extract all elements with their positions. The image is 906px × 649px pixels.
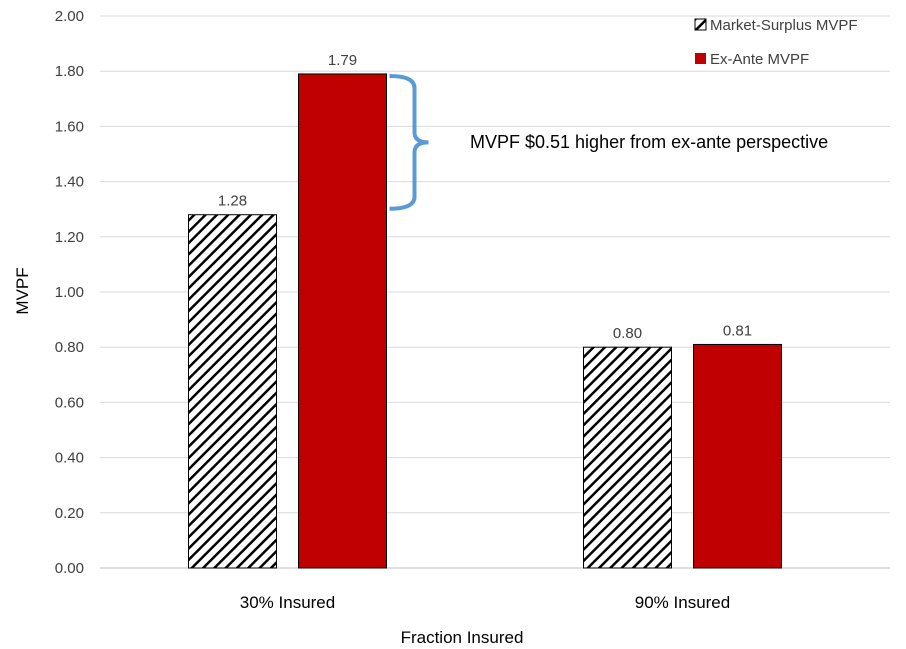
data-labels: 1.28 1.79 0.80 0.81 bbox=[218, 52, 752, 342]
y-tick-label: 0.80 bbox=[55, 339, 84, 356]
y-tick-label: 1.60 bbox=[55, 118, 84, 135]
y-tick-label: 0.20 bbox=[55, 505, 84, 522]
y-tick-label: 1.80 bbox=[55, 63, 84, 80]
legend: Market-Surplus MVPF Ex-Ante MVPF bbox=[694, 17, 858, 68]
data-label: 1.79 bbox=[328, 52, 357, 69]
y-tick-label: 1.00 bbox=[55, 284, 84, 301]
legend-swatch-ex-ante bbox=[695, 53, 706, 64]
annotation-text: MVPF $0.51 higher from ex-ante perspecti… bbox=[470, 132, 828, 152]
x-axis-categories: 30% Insured 90% Insured bbox=[240, 593, 730, 612]
bar-ex-ante-1 bbox=[693, 343, 782, 569]
x-category-label: 90% Insured bbox=[635, 593, 730, 612]
y-axis-title: MVPF bbox=[13, 267, 32, 314]
bar-market-surplus-1 bbox=[583, 346, 672, 569]
bar-market-surplus-0 bbox=[188, 214, 277, 569]
y-tick-label: 1.20 bbox=[55, 229, 84, 246]
data-label: 1.28 bbox=[218, 193, 247, 210]
y-tick-label: 0.60 bbox=[55, 394, 84, 411]
y-tick-label: 0.40 bbox=[55, 450, 84, 467]
x-category-label: 30% Insured bbox=[240, 593, 335, 612]
data-label: 0.80 bbox=[613, 325, 642, 342]
bars bbox=[188, 73, 782, 569]
y-axis-ticks: 0.00 0.20 0.40 0.60 0.80 1.00 1.20 1.40 1.60 1.80… bbox=[55, 8, 84, 577]
annotation-bracket bbox=[389, 73, 429, 211]
legend-swatch-market-surplus bbox=[694, 18, 707, 31]
y-tick-label: 2.00 bbox=[55, 8, 84, 25]
legend-label-ex-ante: Ex-Ante MVPF bbox=[710, 51, 809, 68]
y-tick-label: 1.40 bbox=[55, 174, 84, 191]
bar-ex-ante-0 bbox=[298, 73, 387, 569]
x-axis-title: Fraction Insured bbox=[401, 628, 524, 647]
y-tick-label: 0.00 bbox=[55, 560, 84, 577]
data-label: 0.81 bbox=[723, 322, 752, 339]
legend-label-market-surplus: Market-Surplus MVPF bbox=[710, 17, 858, 34]
